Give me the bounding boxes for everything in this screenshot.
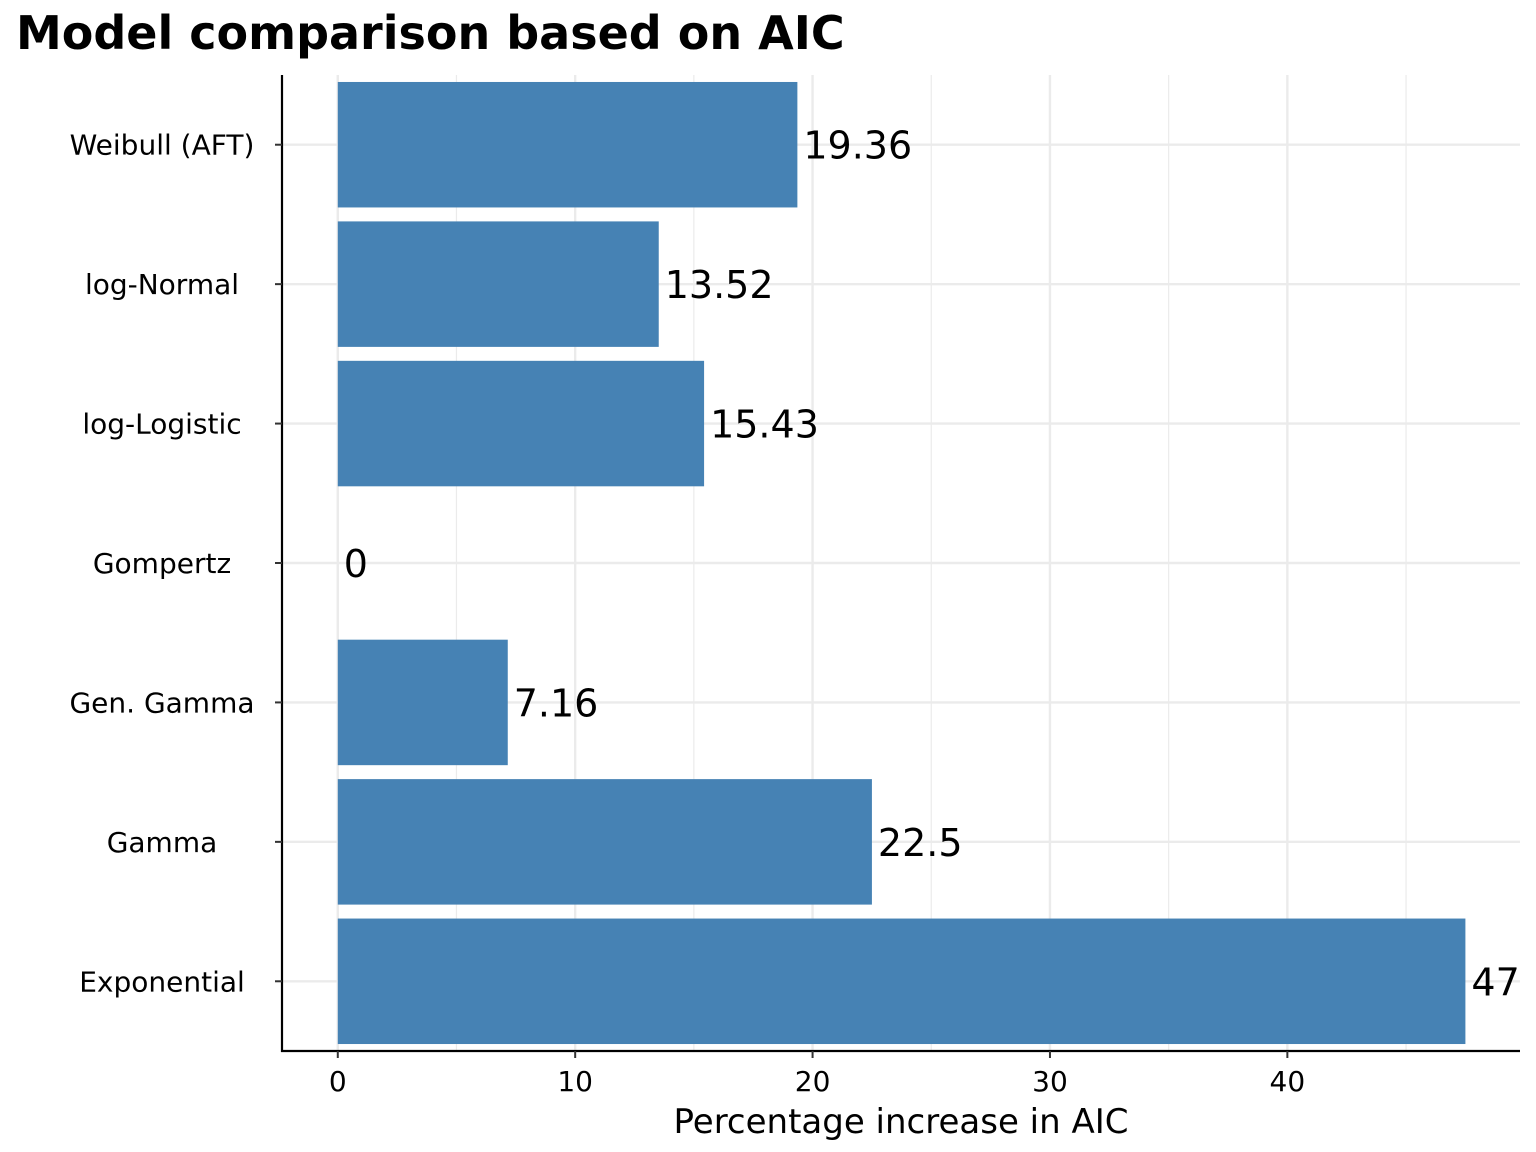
- data-labels: 19.36 13.52 15.43 0 7.16 22.5 47: [344, 124, 1520, 1005]
- x-tick-label: 10: [557, 1065, 593, 1098]
- y-tick-label: Weibull (AFT): [70, 129, 255, 162]
- y-tick-label: Exponential: [79, 965, 245, 998]
- axes: Weibull (AFT) log-Normal log-Logistic Gompe…: [69, 75, 1520, 1098]
- x-tick-label: 0: [329, 1065, 347, 1098]
- x-tick-label: 40: [1270, 1065, 1306, 1098]
- x-tick-label: 30: [1032, 1065, 1068, 1098]
- y-tick-label: Gompertz: [93, 547, 231, 580]
- y-tick-label: Gen. Gamma: [69, 686, 254, 719]
- bars: [337, 81, 1466, 1045]
- bar-value-label: 13.52: [665, 263, 774, 307]
- bar: [337, 639, 508, 766]
- bar: [337, 221, 659, 347]
- x-tick-label: 20: [795, 1065, 831, 1098]
- y-tick-label: log-Logistic: [82, 408, 241, 441]
- y-tick-label: log-Normal: [85, 268, 239, 301]
- grid-lines: [282, 75, 1520, 1051]
- x-axis-title: Percentage increase in AIC: [673, 1102, 1128, 1142]
- bar-value-label: 47: [1471, 960, 1519, 1004]
- bar-value-label: 19.36: [803, 124, 912, 168]
- bar: [337, 779, 872, 905]
- bar-value-label: 15.43: [710, 403, 819, 447]
- chart-title: Model comparison based on AIC: [16, 6, 845, 60]
- bar-value-label: 7.16: [514, 681, 599, 725]
- bar: [337, 360, 705, 487]
- y-tick-label: Gamma: [107, 826, 218, 859]
- bar: [337, 81, 798, 208]
- bar: [337, 918, 1466, 1045]
- bar-value-label: 0: [344, 542, 368, 586]
- bar-value-label: 22.5: [878, 821, 963, 865]
